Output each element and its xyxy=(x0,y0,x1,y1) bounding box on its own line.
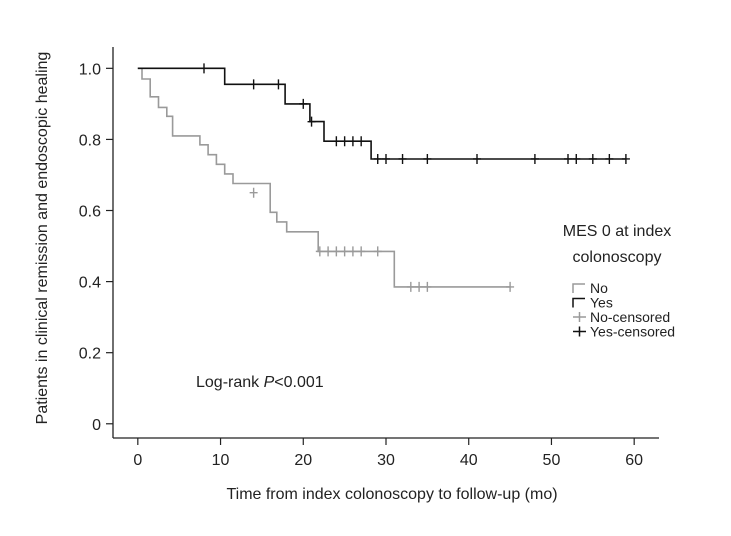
censor-mark-yes xyxy=(373,153,382,164)
survival-curve-no xyxy=(137,67,511,288)
legend-label-no-censored: No-censored xyxy=(590,309,670,325)
legend-swatch-no xyxy=(572,283,585,293)
y-tick-label: 0.4 xyxy=(79,275,101,292)
censor-mark-no xyxy=(406,281,415,292)
censor-mark-no xyxy=(340,246,349,257)
x-ticks: 0 10 20 30 40 50 60 xyxy=(133,438,643,469)
censor-mark-yes xyxy=(473,153,481,164)
legend: MES 0 at index colonoscopy NoYesNo-censo… xyxy=(563,223,675,340)
logrank-prefix: Log-rank xyxy=(196,374,264,391)
x-tick-label: 0 xyxy=(133,452,142,469)
censor-mark-yes xyxy=(332,136,341,147)
censor-mark-yes xyxy=(398,153,407,164)
logrank-p: P xyxy=(264,374,275,391)
censor-mark-yes xyxy=(299,98,308,109)
censor-mark-no xyxy=(348,246,357,257)
legend-swatch-yes xyxy=(572,297,585,308)
survival-curve-yes xyxy=(137,67,626,160)
y-tick-label: 0.2 xyxy=(79,346,101,363)
x-axis-title: Time from index colonoscopy to follow-up… xyxy=(226,486,557,503)
logrank-annotation: Log-rank P<0.001 xyxy=(196,374,324,391)
censor-mark-yes xyxy=(200,63,208,74)
x-tick-label: 50 xyxy=(543,452,561,469)
censor-mark-yes xyxy=(307,116,316,127)
legend-swatch-yes-censored xyxy=(573,326,586,337)
legend-label-no: No xyxy=(590,280,608,296)
legend-label-yes-censored: Yes-censored xyxy=(590,324,675,340)
censor-mark-yes xyxy=(564,153,572,164)
y-tick-label: 0.8 xyxy=(79,132,101,149)
censor-mark-no xyxy=(324,246,333,257)
y-tick-label: 0 xyxy=(92,417,101,434)
censor-mark-yes xyxy=(357,136,366,147)
censor-mark-yes xyxy=(274,79,283,90)
legend-label-yes: Yes xyxy=(590,295,613,311)
censor-mark-yes xyxy=(423,153,432,164)
x-tick-label: 10 xyxy=(212,452,230,469)
y-axis-title: Patients in clinical remission and endos… xyxy=(34,52,51,425)
series-yes xyxy=(137,63,630,164)
censor-mark-yes xyxy=(621,153,630,164)
censor-mark-no xyxy=(415,281,424,292)
legend-title-line1: MES 0 at index xyxy=(563,223,672,240)
censor-mark-no xyxy=(373,246,382,257)
censor-mark-yes xyxy=(530,153,539,164)
y-ticks: 0 0.2 0.4 0.6 0.8 1.0 xyxy=(79,61,113,434)
series-layer xyxy=(137,63,630,292)
censor-mark-no xyxy=(249,187,258,198)
censor-mark-yes xyxy=(605,153,614,164)
censor-mark-yes xyxy=(382,153,390,164)
legend-swatch-no-censored xyxy=(573,312,586,322)
x-tick-label: 20 xyxy=(294,452,312,469)
censor-mark-no xyxy=(315,246,324,257)
censor-mark-yes xyxy=(588,153,597,164)
x-tick-label: 60 xyxy=(625,452,643,469)
series-no xyxy=(137,67,515,292)
censor-mark-yes xyxy=(340,136,349,147)
y-tick-label: 0.6 xyxy=(79,204,101,221)
censor-mark-yes xyxy=(249,79,258,90)
logrank-value: <0.001 xyxy=(274,374,323,391)
censor-mark-yes xyxy=(572,153,581,164)
censor-mark-no xyxy=(506,281,515,292)
x-tick-label: 40 xyxy=(460,452,478,469)
censor-mark-no xyxy=(332,246,341,257)
censor-mark-yes xyxy=(348,136,357,147)
censor-mark-no xyxy=(423,281,432,292)
y-tick-label: 1.0 xyxy=(79,61,101,78)
x-tick-label: 30 xyxy=(377,452,395,469)
legend-title-line2: colonoscopy xyxy=(573,249,662,266)
censor-mark-no xyxy=(357,246,366,257)
axes xyxy=(112,47,659,439)
